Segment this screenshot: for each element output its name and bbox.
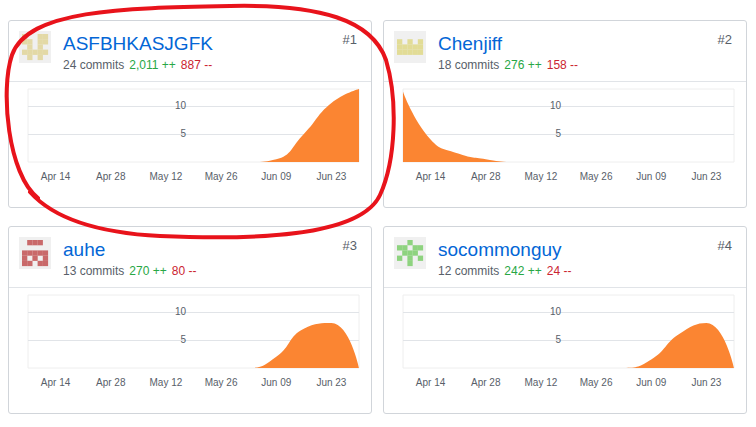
html-text:ASFBHKASJGFK: ASFBHKASJGFK (63, 33, 213, 54)
html-text:#3: #3 (342, 238, 357, 253)
html-text:24 commits 2,011 ++ 887 --: 24 commits 2,011 ++ 887 -- (63, 58, 213, 72)
svg-text:May 26: May 26 (580, 377, 613, 388)
svg-text:Jun 23: Jun 23 (691, 377, 721, 388)
svg-text:5: 5 (555, 128, 561, 139)
svg-text:5: 5 (180, 334, 186, 345)
html-text:#4: #4 (717, 238, 732, 253)
svg-text:Apr 28: Apr 28 (96, 377, 126, 388)
html-text:socommonguy: socommonguy (438, 239, 562, 260)
svg-text:10: 10 (550, 306, 562, 317)
html-text:auhe: auhe (63, 239, 106, 260)
svg-text:Jun 09: Jun 09 (636, 171, 666, 182)
svg-text:Apr 14: Apr 14 (41, 171, 71, 182)
html-text:18 commits 276 ++ 158 --: 18 commits 276 ++ 158 -- (438, 58, 579, 72)
svg-text:May 12: May 12 (150, 377, 183, 388)
svg-text:May 26: May 26 (580, 171, 613, 182)
svg-text:5: 5 (180, 128, 186, 139)
svg-text:May 12: May 12 (525, 171, 558, 182)
svg-text:Apr 28: Apr 28 (471, 377, 501, 388)
svg-text:Apr 14: Apr 14 (41, 377, 71, 388)
svg-text:Apr 28: Apr 28 (96, 171, 126, 182)
svg-text:10: 10 (550, 100, 562, 111)
svg-text:10: 10 (175, 100, 187, 111)
svg-text:10: 10 (175, 306, 187, 317)
svg-text:May 12: May 12 (525, 377, 558, 388)
html-text:Chenjiff: Chenjiff (438, 33, 503, 54)
svg-text:Apr 14: Apr 14 (416, 377, 446, 388)
svg-text:Jun 23: Jun 23 (691, 171, 721, 182)
svg-text:Jun 23: Jun 23 (316, 377, 346, 388)
html-text:12 commits 242 ++ 24 --: 12 commits 242 ++ 24 -- (438, 264, 572, 278)
html-text:#1: #1 (342, 32, 357, 47)
svg-text:May 12: May 12 (150, 171, 183, 182)
svg-text:Apr 28: Apr 28 (471, 171, 501, 182)
svg-text:Jun 09: Jun 09 (261, 377, 291, 388)
svg-text:May 26: May 26 (205, 171, 238, 182)
svg-text:Apr 14: Apr 14 (416, 171, 446, 182)
svg-text:May 26: May 26 (205, 377, 238, 388)
html-text:13 commits 270 ++ 80 --: 13 commits 270 ++ 80 -- (63, 264, 197, 278)
svg-text:Jun 23: Jun 23 (316, 171, 346, 182)
svg-text:Jun 09: Jun 09 (636, 377, 666, 388)
svg-text:Jun 09: Jun 09 (261, 171, 291, 182)
svg-text:5: 5 (555, 334, 561, 345)
html-text:#2: #2 (717, 32, 732, 47)
